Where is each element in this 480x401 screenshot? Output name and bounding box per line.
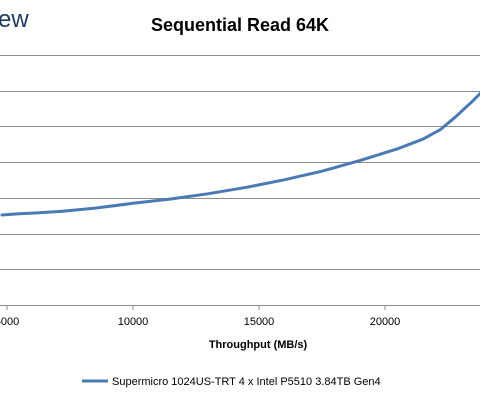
x-tick-label: 10000 [118,316,149,328]
legend: Supermicro 1024US-TRT 4 x Intel P5510 3.… [82,376,381,388]
chart-title: Sequential Read 64K [151,15,329,35]
x-tick-label: 5000 [0,316,19,328]
x-axis-title: Throughput (MB/s) [209,339,308,351]
gridlines [0,55,480,306]
x-tick-labels: 5000 10000 15000 20000 [0,305,400,328]
series-layer [0,91,480,217]
series-line [0,91,480,217]
x-tick-label: 20000 [370,316,401,328]
logo-text: ew [0,6,29,33]
legend-label: Supermicro 1024US-TRT 4 x Intel P5510 3.… [112,376,381,388]
x-tick-label: 15000 [244,316,275,328]
